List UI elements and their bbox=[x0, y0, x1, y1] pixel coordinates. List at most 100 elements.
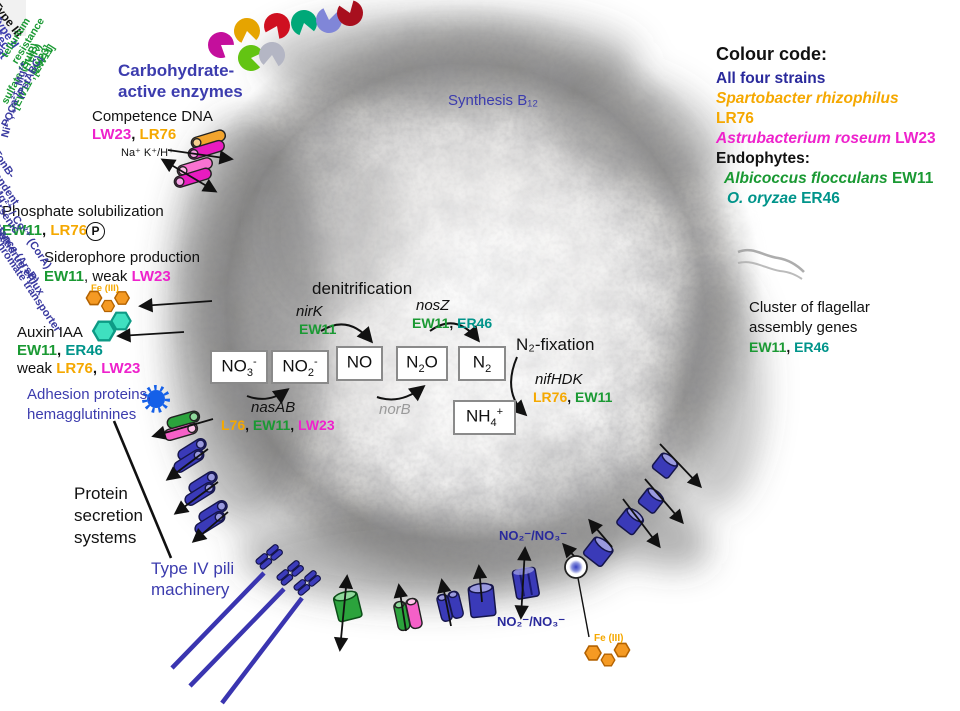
secretion-transporter-icons bbox=[173, 437, 228, 535]
text-span: EW11 bbox=[412, 315, 450, 331]
text-span: EW11 bbox=[749, 339, 787, 355]
chromate-transporter-icon bbox=[651, 452, 679, 479]
siderophore-molecule-icon bbox=[85, 290, 131, 313]
phosphate-strains: EW11, LR76 bbox=[2, 222, 87, 241]
arrow-arsenic bbox=[622, 498, 661, 549]
legend-line-all-strains: All four strains bbox=[716, 69, 825, 89]
text-span: Astrubacterium roseum bbox=[716, 130, 896, 147]
text-span: , bbox=[92, 360, 102, 377]
arrow-siderophore bbox=[138, 298, 213, 313]
gene-nirk-strains: EW11 bbox=[299, 321, 336, 339]
flagellar-genes-label: Cluster of flagellar assembly genes bbox=[749, 299, 870, 337]
text-span: EW11 bbox=[2, 222, 43, 239]
arrow-cora bbox=[588, 518, 613, 548]
gene-nasab: nasAB bbox=[251, 399, 296, 416]
auxin-label: Auxin IAA bbox=[17, 324, 83, 341]
text-span: EW11 bbox=[44, 268, 85, 285]
text-span: EW11 bbox=[575, 389, 613, 405]
text-span: LR76 bbox=[533, 389, 568, 405]
secretion-divider-line bbox=[112, 420, 173, 559]
legend-line-astrubacterium: Astrubacterium roseum LW23 bbox=[716, 129, 936, 149]
adhesion-label: Adhesion proteins, hemagglutinines bbox=[27, 386, 152, 423]
chem-sup: + bbox=[496, 406, 504, 418]
arrow-tonb bbox=[562, 542, 578, 559]
text-span: weak bbox=[17, 360, 57, 377]
chem-text: NH bbox=[465, 406, 491, 426]
nitrite-nitrate-label-top: NO₂⁻/NO₃⁻ bbox=[499, 528, 568, 543]
text-span: , weak bbox=[84, 268, 132, 285]
text-span: , bbox=[57, 342, 66, 359]
pathway-arrows bbox=[246, 322, 528, 417]
box-nh4: NH4+ bbox=[453, 400, 516, 435]
chem-sub: 4 bbox=[490, 417, 497, 430]
flagellum bbox=[737, 248, 805, 280]
text-span: , bbox=[42, 222, 51, 239]
chem-text: O bbox=[424, 352, 438, 372]
gene-nifhdk-strains: LR76, EW11 bbox=[533, 389, 612, 407]
arrow-auxin bbox=[116, 328, 185, 343]
synthesis-b12-label: Synthesis B₁₂ bbox=[448, 92, 539, 109]
text-span: EW11 bbox=[252, 417, 291, 433]
legend-line-oryzae: O. oryzae ER46 bbox=[727, 189, 840, 209]
type-iv-pili-icon bbox=[170, 544, 321, 705]
auxin-weak-strains: weak LR76, LW23 bbox=[17, 360, 140, 379]
legend-line-albicoccus: Albicoccus flocculans EW11 bbox=[724, 169, 933, 189]
text-span: , bbox=[567, 389, 576, 405]
chem-text: NO bbox=[346, 352, 373, 372]
text-span: LR76 bbox=[50, 222, 88, 239]
arrow-competence bbox=[167, 149, 234, 165]
chem-sub: 2 bbox=[307, 367, 314, 380]
protein-secretion-label: Protein secretion systems bbox=[74, 484, 143, 548]
text-span: All four strains bbox=[716, 70, 826, 87]
text-span: ER46 bbox=[457, 315, 493, 331]
siderophore-strains: EW11, weak LW23 bbox=[44, 268, 171, 287]
arrow-na-k-antiport bbox=[160, 158, 218, 193]
chem-sub: 2 bbox=[485, 363, 492, 376]
legend-title: Colour code: bbox=[716, 44, 827, 64]
text-span: EW11 bbox=[891, 170, 934, 187]
text-span: EW11 bbox=[17, 342, 58, 359]
circled-p-icon: P bbox=[86, 222, 105, 241]
arrow-tat bbox=[191, 511, 229, 543]
text-span: LR76 bbox=[56, 360, 93, 377]
box-n2: N2 bbox=[458, 346, 506, 381]
box-no3: NO3- bbox=[210, 350, 268, 384]
chem-sup: - bbox=[252, 356, 257, 368]
phosphate-solubilization-label: Phosphate solubilization bbox=[2, 203, 164, 220]
box-n2o: N2O bbox=[396, 346, 448, 381]
text-span: LR76 bbox=[139, 126, 177, 143]
arrow-type-iii bbox=[151, 418, 214, 440]
gene-nifhdk: nifHDK bbox=[535, 371, 583, 388]
fe3-molecule-icon bbox=[584, 642, 631, 667]
text-span: O. oryzae bbox=[727, 190, 802, 207]
text-span: LW23 bbox=[895, 130, 936, 147]
auxin-molecule-icon bbox=[91, 311, 132, 342]
competence-dna-label: Competence DNA bbox=[92, 108, 213, 125]
flagellar-strains: EW11, ER46 bbox=[749, 339, 829, 357]
text-span: Albicoccus flocculans bbox=[724, 170, 892, 187]
chem-sup: - bbox=[313, 356, 318, 368]
text-span: ER46 bbox=[65, 342, 103, 359]
arrow-type-ii bbox=[165, 448, 209, 481]
nitrite-nitrate-label-bottom: NO₂⁻/NO₃⁻ bbox=[497, 614, 566, 629]
text-span: ER46 bbox=[801, 190, 840, 207]
gene-norb: norB bbox=[379, 401, 411, 418]
gene-nasab-strains: L76, EW11, LW23 bbox=[221, 417, 335, 435]
text-span: , bbox=[290, 417, 299, 433]
arrow-multidrug bbox=[644, 478, 684, 525]
text-span: LW23 bbox=[92, 126, 132, 143]
text-span: Endophytes: bbox=[716, 150, 810, 167]
arrow-chromate bbox=[659, 443, 702, 489]
text-span: , bbox=[131, 126, 140, 143]
gene-nosz-strains: EW11, ER46 bbox=[412, 315, 492, 333]
sulfate-transporter-icon bbox=[393, 597, 423, 632]
arrow-phosphate-transport bbox=[437, 578, 452, 627]
text-span: LW23 bbox=[298, 417, 335, 433]
auxin-strains: EW11, ER46 bbox=[17, 342, 103, 361]
fe3-label-left: Fe (III) bbox=[91, 283, 119, 294]
type-iv-pili-label: Type IV pili machinery bbox=[151, 559, 235, 600]
legend-line-lr76: LR76 bbox=[716, 109, 754, 129]
text-span: , bbox=[245, 417, 253, 433]
